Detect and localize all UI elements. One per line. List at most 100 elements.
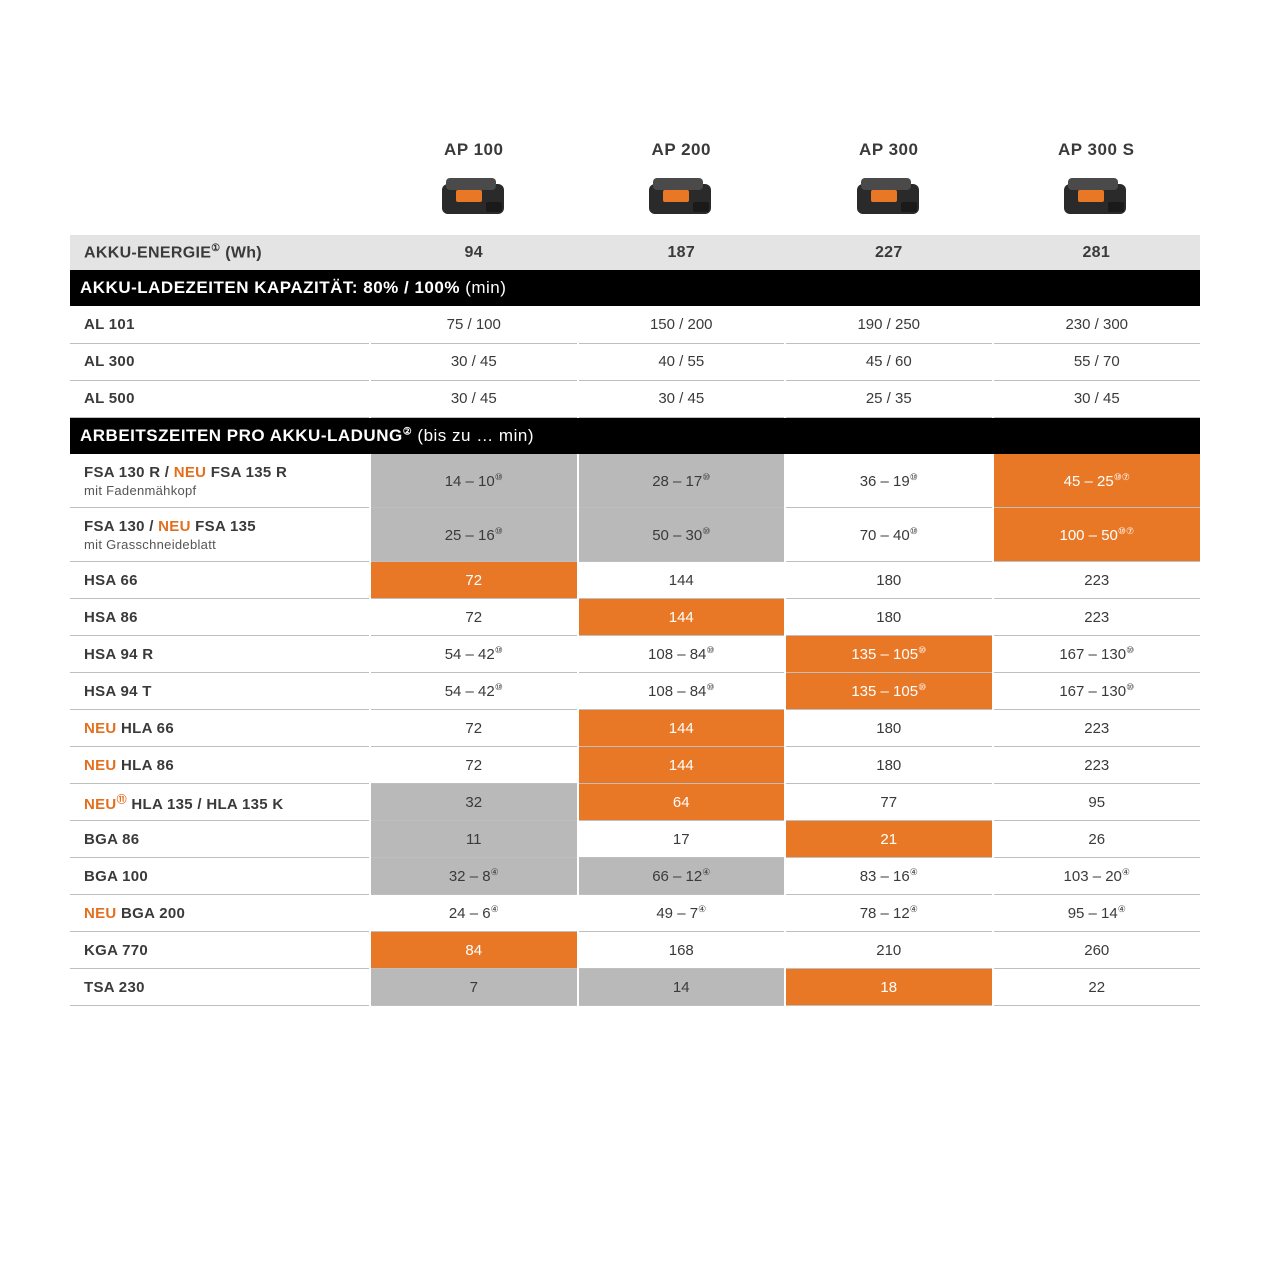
cell-value: 22 [993, 969, 1201, 1006]
table-row: NEU HLA 6672144180223 [70, 710, 1200, 747]
cell-value: 180 [785, 710, 993, 747]
cell-value: 150 / 200 [578, 306, 786, 343]
cell-value: 32 [370, 784, 578, 821]
table-row: NEU HLA 8672144180223 [70, 747, 1200, 784]
cell-value: 108 – 84⑩ [578, 636, 786, 673]
cell-value: 180 [785, 747, 993, 784]
cell-value: 84 [370, 932, 578, 969]
cell-value: 108 – 84⑩ [578, 673, 786, 710]
cell-value: 230 / 300 [993, 306, 1201, 343]
cell-value: 75 / 100 [370, 306, 578, 343]
cell-value: 223 [993, 747, 1201, 784]
cell-value: 25 / 35 [785, 380, 993, 417]
energy-value: 94 [370, 235, 578, 270]
row-label: BGA 86 [70, 821, 370, 858]
row-label: FSA 130 / NEU FSA 135mit Grasschneidebla… [70, 508, 370, 562]
cell-value: 223 [993, 710, 1201, 747]
cell-value: 77 [785, 784, 993, 821]
row-label: TSA 230 [70, 969, 370, 1006]
table-row: NEU⑪ HLA 135 / HLA 135 K32647795 [70, 784, 1200, 821]
cell-value: 100 – 50⑩⑦ [993, 508, 1201, 562]
col-header: AP 100 [370, 140, 578, 168]
cell-value: 30 / 45 [370, 343, 578, 380]
col-header: AP 300 S [993, 140, 1201, 168]
battery-icon [849, 168, 929, 224]
cell-value: 135 – 105⑩ [785, 673, 993, 710]
energy-value: 281 [993, 235, 1201, 270]
cell-value: 260 [993, 932, 1201, 969]
cell-value: 30 / 45 [993, 380, 1201, 417]
cell-value: 190 / 250 [785, 306, 993, 343]
row-label: NEU BGA 200 [70, 895, 370, 932]
cell-value: 55 / 70 [993, 343, 1201, 380]
cell-value: 144 [578, 562, 786, 599]
energy-label: AKKU-ENERGIE① (Wh) [70, 235, 370, 270]
cell-value: 30 / 45 [578, 380, 786, 417]
cell-value: 72 [370, 747, 578, 784]
table-row: HSA 6672144180223 [70, 562, 1200, 599]
battery-icon [641, 168, 721, 224]
row-label: HSA 94 T [70, 673, 370, 710]
row-label: HSA 66 [70, 562, 370, 599]
cell-value: 14 – 10⑩ [370, 454, 578, 508]
cell-value: 21 [785, 821, 993, 858]
cell-value: 78 – 12④ [785, 895, 993, 932]
cell-value: 25 – 16⑩ [370, 508, 578, 562]
section-charge-header: AKKU-LADEZEITEN KAPAZITÄT: 80% / 100% (m… [70, 270, 1200, 306]
cell-value: 95 [993, 784, 1201, 821]
cell-value: 14 [578, 969, 786, 1006]
cell-value: 210 [785, 932, 993, 969]
row-label: AL 300 [70, 343, 370, 380]
cell-value: 72 [370, 710, 578, 747]
row-label: HSA 86 [70, 599, 370, 636]
cell-value: 40 / 55 [578, 343, 786, 380]
row-label: HSA 94 R [70, 636, 370, 673]
cell-value: 223 [993, 562, 1201, 599]
table-row: KGA 77084168210260 [70, 932, 1200, 969]
battery-icon [434, 168, 514, 224]
cell-value: 144 [578, 747, 786, 784]
cell-value: 168 [578, 932, 786, 969]
cell-value: 54 – 42⑩ [370, 636, 578, 673]
cell-value: 45 / 60 [785, 343, 993, 380]
cell-value: 32 – 8④ [370, 858, 578, 895]
table-row: AL 50030 / 4530 / 4525 / 3530 / 45 [70, 380, 1200, 417]
cell-value: 49 – 7④ [578, 895, 786, 932]
table-row: HSA 8672144180223 [70, 599, 1200, 636]
cell-value: 26 [993, 821, 1201, 858]
table-row: BGA 10032 – 8④66 – 12④83 – 16④103 – 20④ [70, 858, 1200, 895]
cell-value: 180 [785, 599, 993, 636]
cell-value: 83 – 16④ [785, 858, 993, 895]
table-row: FSA 130 / NEU FSA 135mit Grasschneidebla… [70, 508, 1200, 562]
table-row: HSA 94 T54 – 42⑩108 – 84⑩135 – 105⑩167 –… [70, 673, 1200, 710]
cell-value: 11 [370, 821, 578, 858]
cell-value: 180 [785, 562, 993, 599]
header-row: AP 100 AP 200 AP 300 AP 300 S [70, 140, 1200, 168]
section-work-header: ARBEITSZEITEN PRO AKKU-LADUNG② (bis zu …… [70, 417, 1200, 454]
col-header: AP 300 [785, 140, 993, 168]
cell-value: 167 – 130⑩ [993, 673, 1201, 710]
row-label: NEU⑪ HLA 135 / HLA 135 K [70, 784, 370, 821]
cell-value: 45 – 25⑩⑦ [993, 454, 1201, 508]
cell-value: 24 – 6④ [370, 895, 578, 932]
cell-value: 18 [785, 969, 993, 1006]
cell-value: 50 – 30⑩ [578, 508, 786, 562]
table-row: NEU BGA 20024 – 6④49 – 7④78 – 12④95 – 14… [70, 895, 1200, 932]
cell-value: 103 – 20④ [993, 858, 1201, 895]
cell-value: 7 [370, 969, 578, 1006]
table-row: BGA 8611172126 [70, 821, 1200, 858]
row-label: FSA 130 R / NEU FSA 135 Rmit Fadenmähkop… [70, 454, 370, 508]
cell-value: 72 [370, 562, 578, 599]
cell-value: 30 / 45 [370, 380, 578, 417]
cell-value: 95 – 14④ [993, 895, 1201, 932]
col-header: AP 200 [578, 140, 786, 168]
cell-value: 54 – 42⑩ [370, 673, 578, 710]
cell-value: 144 [578, 710, 786, 747]
table-row: AL 30030 / 4540 / 5545 / 6055 / 70 [70, 343, 1200, 380]
cell-value: 72 [370, 599, 578, 636]
energy-value: 227 [785, 235, 993, 270]
cell-value: 70 – 40⑩ [785, 508, 993, 562]
table-row: HSA 94 R54 – 42⑩108 – 84⑩135 – 105⑩167 –… [70, 636, 1200, 673]
row-label: NEU HLA 66 [70, 710, 370, 747]
table-row: TSA 2307141822 [70, 969, 1200, 1006]
